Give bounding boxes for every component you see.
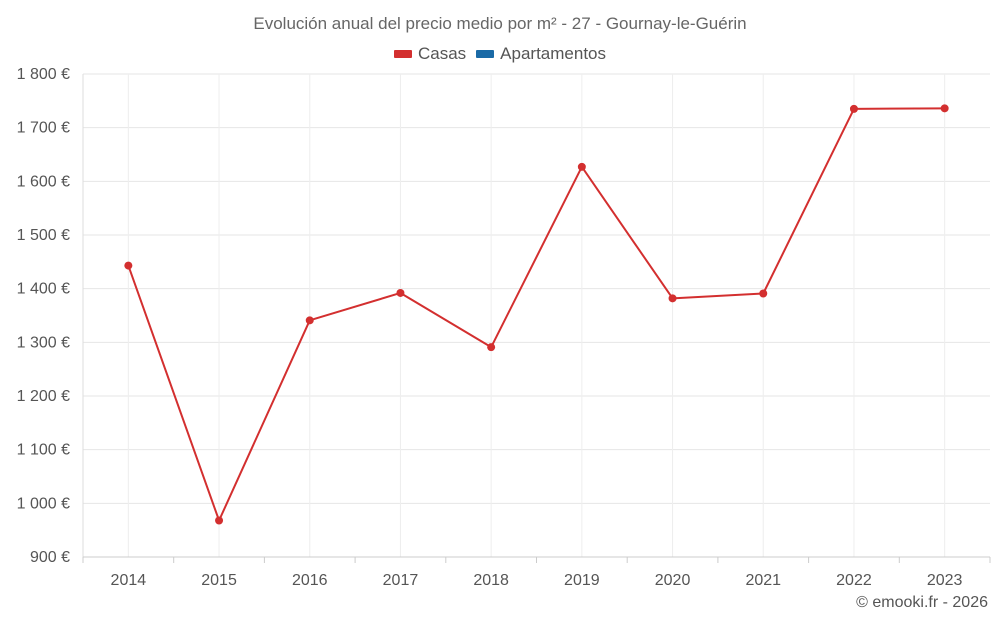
copyright: © emooki.fr - 2026 (856, 594, 988, 611)
y-tick-label: 1 100 € (17, 442, 70, 459)
legend-item-casas[interactable]: Casas (393, 44, 467, 64)
legend: Casas Apartamentos (0, 44, 1000, 64)
y-tick-label: 1 000 € (17, 495, 70, 512)
data-point (215, 516, 224, 525)
x-tick-label: 2020 (655, 572, 691, 589)
y-tick-label: 1 500 € (17, 227, 70, 244)
y-tick-label: 1 200 € (17, 388, 70, 405)
x-tick-label: 2015 (201, 572, 237, 589)
x-tick-label: 2016 (292, 572, 328, 589)
data-point (668, 294, 677, 303)
data-point (124, 261, 133, 270)
x-tick-label: 2022 (836, 572, 872, 589)
chart-title: Evolución anual del precio medio por m² … (253, 14, 747, 33)
y-tick-label: 1 700 € (17, 120, 70, 137)
data-point (849, 104, 858, 113)
data-point (940, 104, 949, 113)
data-point (487, 343, 496, 352)
series-line-casas (127, 107, 945, 522)
legend-label-apartamentos: Apartamentos (500, 44, 607, 63)
legend-swatch-apartamentos (476, 50, 495, 58)
y-tick-label: 1 600 € (17, 173, 70, 190)
data-point (577, 162, 586, 171)
x-tick-label: 2018 (473, 572, 509, 589)
legend-item-apartamentos[interactable]: Apartamentos (476, 44, 606, 64)
legend-label-casas: Casas (417, 44, 467, 63)
y-tick-label: 900 € (30, 549, 70, 566)
x-tick-label: 2021 (745, 572, 781, 589)
y-tick-label: 1 800 € (17, 66, 70, 83)
legend-swatch-casas (393, 50, 412, 58)
data-point (759, 289, 768, 298)
data-point (305, 316, 314, 325)
x-tick-label: 2014 (111, 572, 147, 589)
x-tick-label: 2019 (564, 572, 600, 589)
data-point (396, 288, 405, 297)
y-tick-label: 1 300 € (17, 334, 70, 351)
x-tick-label: 2017 (383, 572, 419, 589)
y-tick-label: 1 400 € (17, 281, 70, 298)
x-tick-label: 2023 (927, 572, 963, 589)
